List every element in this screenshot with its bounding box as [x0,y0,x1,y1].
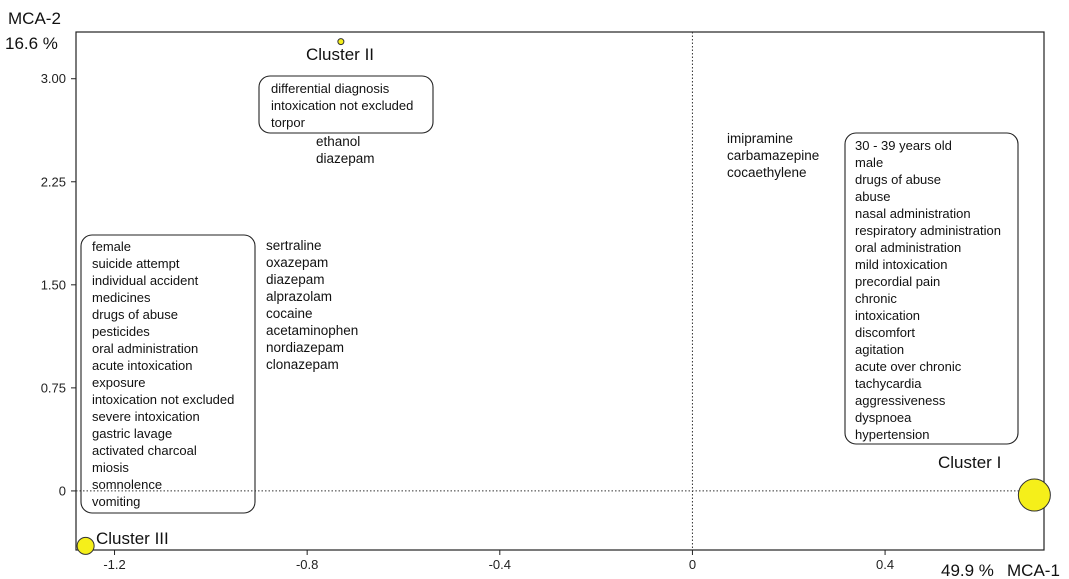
y-tick-label: 0.75 [41,380,66,395]
cluster-2-box-item: torpor [271,115,306,130]
cluster-3-substances-item: oxazepam [266,255,328,270]
cluster-1-box-item: chronic [855,291,897,306]
cluster-3-substances-item: acetaminophen [266,323,358,338]
y-axis-variance: 16.6 % [5,34,58,53]
cluster-3-box-item: vomiting [92,494,140,509]
cluster-3-box-item: miosis [92,460,129,475]
y-tick-label: 3.00 [41,71,66,86]
cluster-1-box-item: male [855,155,883,170]
cluster-1-substances-item: imipramine [727,131,793,146]
cluster-3-substances-item: sertraline [266,238,322,253]
x-axis-title: MCA-1 [1007,561,1060,579]
x-tick-label: -1.2 [103,557,125,572]
cluster-3-substances-item: diazepam [266,272,325,287]
y-tick-label: 2.25 [41,174,66,189]
cluster-3-substances-item: alprazolam [266,289,332,304]
annotation-texts: differential diagnosis intoxication not e… [92,81,1001,509]
plot-area [75,31,1045,551]
cluster-2-substances-item: ethanol [316,134,360,149]
cluster-i-label: Cluster I [938,453,1001,472]
cluster-iii-label: Cluster III [96,529,169,548]
cluster-1-box-item: acute over chronic [855,359,962,374]
cluster-2-substances-item: diazepam [316,151,375,166]
cluster-3-substances-item: cocaine [266,306,313,321]
cluster-1-box-item: drugs of abuse [855,172,941,187]
cluster-3-box-item: activated charcoal [92,443,197,458]
cluster-ii-point [337,38,345,46]
cluster-1-substances-item: carbamazepine [727,148,819,163]
cluster-1-box-item: abuse [855,189,890,204]
cluster-1-box-item: respiratory administration [855,223,1001,238]
axis-ticks: -1.2 -0.8 -0.4 0 0.4 0 0.75 1.50 2.25 3.00 [41,71,894,572]
cluster-1-box-item: discomfort [855,325,915,340]
cluster-3-box-item: severe intoxication [92,409,200,424]
cluster-iii-point [76,536,95,555]
cluster-1-box-item: aggressiveness [855,393,946,408]
cluster-3-box-item: acute intoxication [92,358,192,373]
cluster-1-substances-item: cocaethylene [727,165,807,180]
y-axis-title: MCA-2 [8,9,61,28]
cluster-2-box-item: differential diagnosis [271,81,390,96]
cluster-3-box-item: drugs of abuse [92,307,178,322]
x-tick-label: -0.4 [489,557,511,572]
cluster-2-box-frame [258,75,434,134]
y-tick-label: 0 [59,483,66,498]
cluster-3-box-item: intoxication not excluded [92,392,234,407]
cluster-1-box-item: intoxication [855,308,920,323]
x-tick-label: 0.4 [876,557,894,572]
cluster-3-box-frame [80,234,256,514]
cluster-3-box-item: pesticides [92,324,150,339]
cluster-ii-label: Cluster II [306,45,374,64]
cluster-3-box-item: suicide attempt [92,256,180,271]
cluster-3-box-item: individual accident [92,273,199,288]
cluster-1-box-item: oral administration [855,240,961,255]
cluster-1-box-item: 30 - 39 years old [855,138,952,153]
cluster-3-substances-item: nordiazepam [266,340,344,355]
cluster-3-box-item: somnolence [92,477,162,492]
cluster-3-substances-item: clonazepam [266,357,339,372]
annotation-boxes [80,75,1019,514]
cluster-2-box-item: intoxication not excluded [271,98,413,113]
cluster-3-box-item: medicines [92,290,151,305]
reference-lines [76,32,1044,550]
cluster-1-box-item: mild intoxication [855,257,948,272]
cluster-3-box-item: exposure [92,375,145,390]
x-tick-label: -0.8 [296,557,318,572]
cluster-1-box-item: precordial pain [855,274,940,289]
y-tick-label: 1.50 [41,277,66,292]
cluster-3-box-item: female [92,239,131,254]
cluster-i-point [1017,478,1051,512]
cluster-3-box-item: oral administration [92,341,198,356]
x-tick-label: 0 [689,557,696,572]
cluster-points: Cluster I Cluster II Cluster III [76,38,1051,555]
cluster-1-box-item: nasal administration [855,206,971,221]
cluster-1-box-item: hypertension [855,427,929,442]
cluster-1-box-frame [844,132,1019,445]
cluster-1-box-item: dyspnoea [855,410,912,425]
cluster-3-box-item: gastric lavage [92,426,172,441]
x-axis-variance: 49.9 % [941,561,994,579]
cluster-1-box-item: tachycardia [855,376,922,391]
cluster-1-box-item: agitation [855,342,904,357]
